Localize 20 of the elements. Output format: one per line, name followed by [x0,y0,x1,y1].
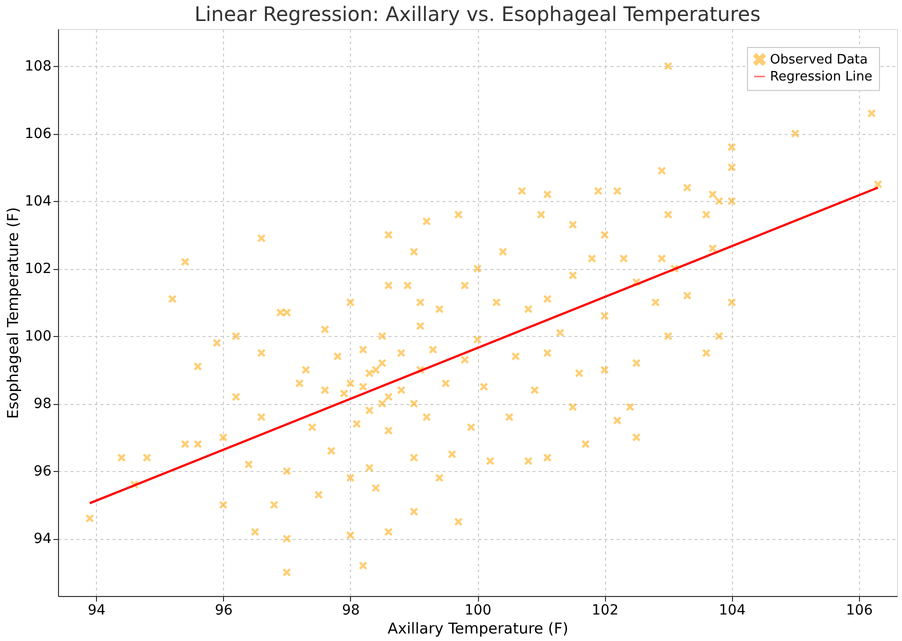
y-tick-label: 102 [24,261,52,278]
x-tick-label: 98 [342,602,360,618]
y-tick-label: 108 [24,58,52,75]
x-tick-label: 104 [718,602,746,618]
x-tick-label: 100 [464,602,492,618]
y-tick-label: 98 [34,396,52,412]
y-tick-label: 104 [24,194,52,210]
x-tick-label: 96 [214,602,233,618]
y-tick-label: 100 [24,328,52,345]
y-tick-label: 106 [24,126,52,142]
y-axis-title: Esophageal Temperature (F) [4,207,22,419]
y-tick-label: 94 [34,531,52,548]
legend-label: Regression Line [770,70,872,84]
x-tick-label: 106 [846,602,873,618]
y-tick-label: 96 [34,464,52,480]
chart-title: Linear Regression: Axillary vs. Esophageal Temperatures [194,2,761,26]
legend-label: Observed Data [770,52,868,68]
x-tick-label: 94 [88,602,106,618]
x-axis-title: Axillary Temperature (F) [388,620,568,638]
x-tick-label: 102 [592,602,618,618]
